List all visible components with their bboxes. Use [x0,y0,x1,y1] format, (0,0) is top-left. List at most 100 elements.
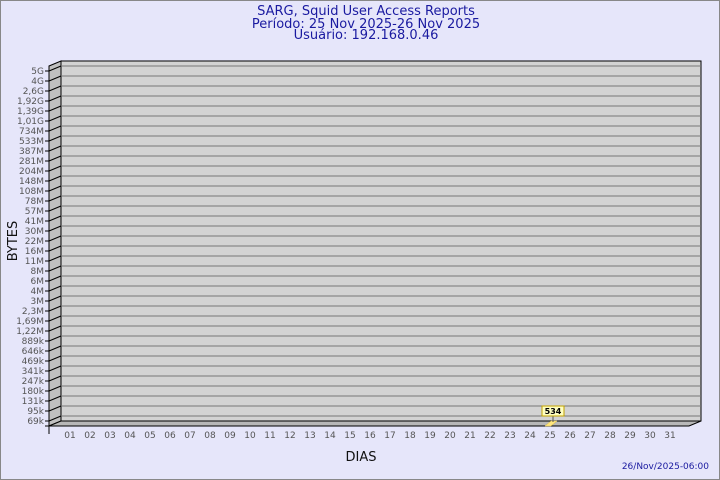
y-tick-depth [48,85,62,92]
x-tick-label: 31 [664,431,675,441]
y-tick-label: 30M [25,227,44,237]
y-tick-label: 281M [19,157,44,167]
y-tick-depth [48,245,62,252]
x-tick-label: 10 [244,431,256,441]
y-tick-label: 1,39G [17,107,44,117]
y-tick-depth [48,385,62,392]
x-tick-label: 26 [564,431,576,441]
chart-period: Período: 25 Nov 2025-26 Nov 2025 [251,17,481,32]
x-tick-label: 01 [64,431,75,441]
x-tick-label: 19 [424,431,436,441]
y-tick-label: 204M [19,167,44,177]
y-tick-label: 6M [31,277,45,287]
data-label: 534 [545,407,562,416]
y-tick-depth [48,295,62,302]
y-tick-depth [48,265,62,272]
y-tick-label: 889k [22,337,45,347]
x-tick-label: 11 [264,431,275,441]
y-tick-label: 247k [22,377,45,387]
y-tick-label: 41M [25,217,44,227]
x-tick-label: 16 [364,431,376,441]
y-tick-depth [48,255,62,262]
x-tick-label: 05 [144,431,155,441]
y-tick-label: 8M [31,267,45,277]
y-tick-label: 1,01G [17,117,44,127]
y-tick-label: 1,92G [17,97,44,107]
x-tick-label: 12 [284,431,295,441]
y-tick-depth [48,275,62,282]
y-tick-label: 341k [22,367,45,377]
x-tick-label: 06 [164,431,176,441]
x-tick-label: 25 [544,431,555,441]
y-tick-depth [48,395,62,402]
y-tick-depth [48,335,62,342]
y-tick-depth [48,215,62,222]
y-tick-depth [48,325,62,332]
y-tick-depth [48,205,62,212]
report-timestamp: 26/Nov/2025-06:00 [621,462,709,472]
x-tick-label: 21 [464,431,475,441]
y-tick-label: 148M [19,177,44,187]
y-tick-depth [48,195,62,202]
y-tick-label: 78M [25,197,44,207]
x-tick-label: 04 [124,431,136,441]
y-tick-depth [48,315,62,322]
x-tick-label: 17 [384,431,395,441]
y-tick-label: 1,69M [16,317,44,327]
y-tick-label: 4G [31,77,44,87]
y-tick-label: 4M [31,287,45,297]
data-label-box [541,405,565,417]
y-tick-label: 5G [31,67,44,77]
y-tick-label: 1,22M [16,327,44,337]
y-tick-depth [48,305,62,312]
y-tick-depth [48,135,62,142]
x-tick-label: 24 [524,431,536,441]
x-tick-label: 30 [644,431,656,441]
chart-user: Usuário: 192.168.0.46 [293,28,439,43]
y-tick-label: 387M [19,147,44,157]
y-tick-depth [48,75,62,82]
y-tick-depth [48,65,62,72]
y-tick-depth [48,125,62,132]
y-tick-label: 131k [22,397,45,407]
x-tick-label: 08 [204,431,216,441]
x-tick-label: 20 [444,431,456,441]
y-tick-label: 734M [19,127,44,137]
y-tick-label: 95k [27,407,44,417]
y-tick-label: 3M [31,297,45,307]
y-tick-label: 533M [19,137,44,147]
x-tick-label: 02 [84,431,95,441]
x-tick-label: 27 [584,431,595,441]
y-tick-depth [48,115,62,122]
y-tick-depth [48,185,62,192]
y-axis-label: BYTES [6,221,21,262]
y-tick-depth [48,345,62,352]
y-tick-depth [48,355,62,362]
x-tick-label: 28 [604,431,616,441]
x-tick-label: 29 [624,431,636,441]
y-tick-label: 2,6G [23,87,44,97]
y-tick-label: 11M [25,257,44,267]
x-tick-label: 22 [484,431,495,441]
x-tick-label: 03 [104,431,115,441]
y-tick-depth [48,175,62,182]
y-tick-depth [48,365,62,372]
x-tick-label: 09 [224,431,236,441]
y-tick-depth [48,145,62,152]
y-tick-depth [48,225,62,232]
y-tick-depth [48,405,62,412]
bar-day-25 [544,420,558,427]
y-tick-depth [48,285,62,292]
plot-floor [48,420,702,427]
x-tick-label: 14 [324,431,336,441]
x-axis-label: DIAS [346,450,377,465]
y-tick-depth [48,105,62,112]
y-tick-depth [48,165,62,172]
x-tick-label: 07 [184,431,195,441]
side-wall [48,60,62,427]
x-tick-label: 23 [504,431,515,441]
y-tick-label: 16M [25,247,44,257]
y-tick-depth [48,375,62,382]
